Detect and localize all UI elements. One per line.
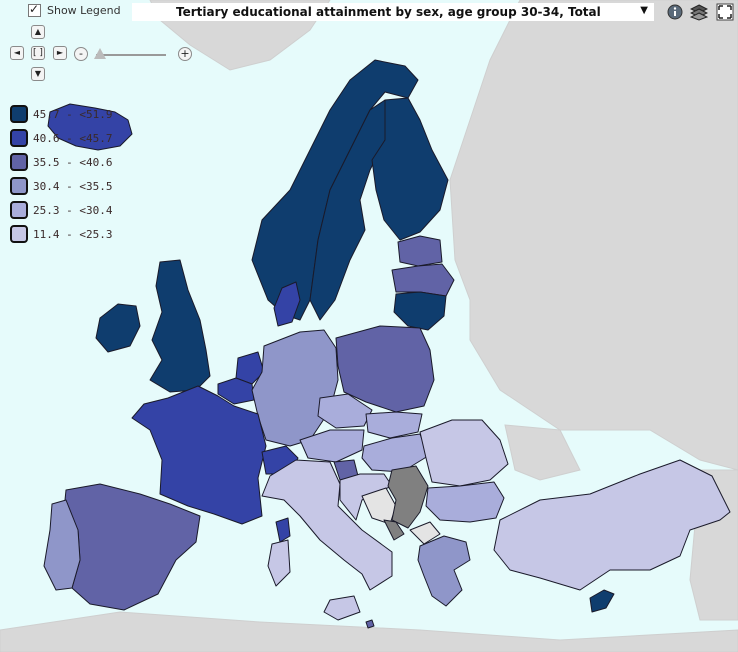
legend-label: 45.7 - <51.9 [33, 107, 113, 121]
country-netherlands[interactable] [235, 351, 265, 385]
country-denmark[interactable] [273, 281, 301, 327]
legend-swatch [10, 201, 28, 219]
country-finland[interactable] [371, 97, 449, 241]
country-france[interactable] [131, 385, 267, 525]
legend-label: 35.5 - <40.6 [33, 155, 113, 169]
pan-left-button[interactable]: ◄ [10, 46, 24, 60]
dataset-select[interactable]: Tertiary educational attainment by sex, … [132, 3, 654, 21]
show-legend-checkbox[interactable] [28, 2, 41, 17]
country-czechia[interactable] [317, 393, 373, 429]
country-estonia[interactable] [397, 235, 443, 267]
chevron-down-icon[interactable]: ▼ [640, 5, 648, 16]
country-portugal[interactable] [43, 499, 81, 591]
legend-swatch [10, 105, 28, 123]
fullscreen-icon[interactable] [716, 3, 734, 21]
country-hungary[interactable] [361, 433, 429, 473]
legend-swatch [10, 177, 28, 195]
legend-item: 40.6 - <45.7 [10, 126, 112, 150]
legend-item: 45.7 - <51.9 [10, 102, 112, 126]
country-lithuania[interactable] [393, 291, 447, 331]
zoom-slider-track[interactable] [96, 54, 166, 56]
country-latvia[interactable] [391, 263, 455, 297]
legend-item: 11.4 - <25.3 [10, 222, 112, 246]
legend-item: 30.4 - <35.5 [10, 174, 112, 198]
legend-label: 11.4 - <25.3 [33, 227, 113, 241]
land-balkans-ext [504, 424, 581, 481]
land-north-africa [0, 611, 738, 652]
pan-right-button[interactable]: ► [53, 46, 67, 60]
layers-icon[interactable] [690, 3, 708, 21]
country-greece[interactable] [417, 535, 471, 607]
country-uk[interactable] [149, 259, 211, 393]
country-malta[interactable] [365, 619, 375, 629]
country-bulgaria[interactable] [425, 481, 505, 523]
country-turkey[interactable] [493, 459, 731, 591]
info-icon[interactable] [666, 3, 684, 21]
reset-view-button[interactable]: [ ] [31, 46, 45, 60]
country-romania[interactable] [419, 419, 509, 487]
country-north-macedonia[interactable] [409, 521, 441, 545]
dataset-title: Tertiary educational attainment by sex, … [176, 5, 601, 19]
country-italy[interactable] [261, 459, 393, 591]
legend-label: 40.6 - <45.7 [33, 131, 113, 145]
zoom-slider-thumb[interactable] [94, 48, 106, 59]
country-serbia[interactable] [387, 465, 429, 529]
country-sardinia[interactable] [267, 539, 291, 587]
country-slovakia[interactable] [365, 411, 423, 439]
toolbar: Show Legend Tertiary educational attainm… [0, 0, 738, 24]
country-germany[interactable] [251, 329, 339, 447]
show-legend-label: Show Legend [47, 4, 121, 17]
legend-label: 25.3 - <30.4 [33, 203, 113, 217]
legend-label: 30.4 - <35.5 [33, 179, 113, 193]
country-iceland[interactable] [47, 103, 133, 151]
country-montenegro[interactable] [383, 519, 405, 541]
pan-down-button[interactable]: ▼ [31, 67, 45, 81]
zoom-out-button[interactable]: - [74, 47, 88, 61]
legend-swatch [10, 225, 28, 243]
legend-swatch [10, 129, 28, 147]
land-russia-east [449, 0, 738, 471]
pan-up-button[interactable]: ▲ [31, 25, 45, 39]
map-legend: 45.7 - <51.9 40.6 - <45.7 35.5 - <40.6 30.4… [10, 102, 112, 246]
legend-swatch [10, 153, 28, 171]
country-corsica[interactable] [275, 517, 291, 543]
country-poland[interactable] [335, 325, 435, 413]
legend-item: 25.3 - <30.4 [10, 198, 112, 222]
country-sicily[interactable] [323, 595, 361, 621]
country-ireland[interactable] [95, 303, 141, 353]
legend-item: 35.5 - <40.6 [10, 150, 112, 174]
zoom-in-button[interactable]: + [178, 47, 192, 61]
country-cyprus[interactable] [589, 589, 615, 613]
country-austria[interactable] [299, 429, 365, 463]
show-legend-toggle[interactable]: Show Legend [28, 2, 121, 17]
